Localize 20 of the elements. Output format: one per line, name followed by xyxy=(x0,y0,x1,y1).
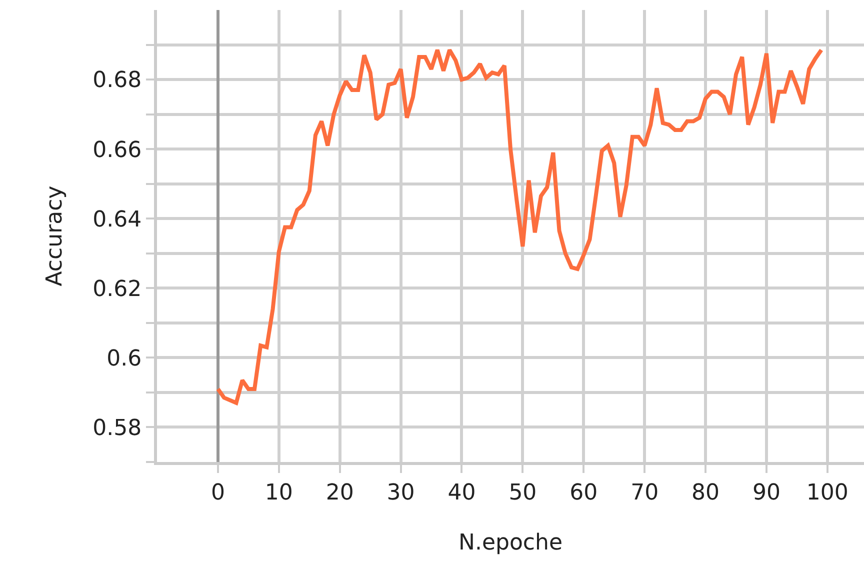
x-axis-title: N.epoche xyxy=(458,530,562,556)
x-tick-label: 10 xyxy=(264,480,293,506)
line-series xyxy=(216,48,824,405)
x-tick-label: 0 xyxy=(210,480,225,506)
y-axis-title: Accuracy xyxy=(42,186,68,286)
y-tick-label: 0.64 xyxy=(92,207,142,232)
y-tick-label: 0.6 xyxy=(106,346,142,372)
x-tick-label: 40 xyxy=(448,480,476,506)
x-tick-label: 90 xyxy=(752,480,780,506)
x-tick-label: 50 xyxy=(508,480,537,506)
y-tick-label: 0.62 xyxy=(92,276,142,302)
x-tick-label: 70 xyxy=(630,480,659,506)
x-tick-label: 20 xyxy=(326,480,354,506)
y-tick-label: 0.66 xyxy=(92,138,142,163)
x-tick-label: 30 xyxy=(386,480,415,506)
x-tick-label: 80 xyxy=(692,480,720,506)
y-tick-label: 0.58 xyxy=(92,416,142,441)
x-tick-label: 100 xyxy=(806,480,848,506)
y-tick-label: 0.68 xyxy=(92,68,142,94)
x-tick-label: 60 xyxy=(570,480,598,506)
